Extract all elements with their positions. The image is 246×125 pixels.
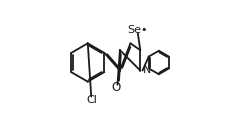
Text: O: O xyxy=(111,81,121,94)
Text: Se•: Se• xyxy=(128,25,148,35)
Text: N: N xyxy=(142,65,151,75)
Text: Cl: Cl xyxy=(86,95,97,105)
